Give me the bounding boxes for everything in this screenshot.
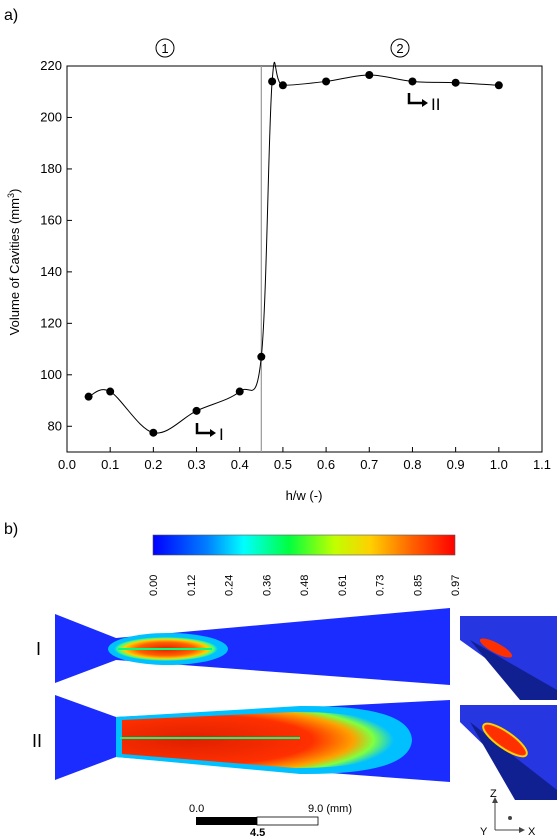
axes-triad: Z Y X bbox=[480, 788, 536, 838]
panel-label-a: a) bbox=[4, 7, 18, 24]
data-point bbox=[278, 81, 287, 90]
side-cavity-ii bbox=[482, 722, 528, 758]
data-point bbox=[257, 352, 266, 361]
contour-row-i: I bbox=[36, 608, 557, 700]
y-tick-label: 80 bbox=[48, 418, 62, 433]
y-tick-label: 120 bbox=[40, 315, 62, 330]
y-axis-ticks: 80 100 120 140 160 180 200 220 bbox=[40, 58, 72, 433]
x-tick-label: 0.6 bbox=[317, 457, 335, 472]
annotation-label-ii: II bbox=[431, 95, 440, 114]
x-tick-label: 0.7 bbox=[360, 457, 378, 472]
data-point bbox=[149, 428, 158, 437]
plot-frame bbox=[66, 65, 543, 453]
colorbar-tick-label: 0.85 bbox=[412, 575, 424, 596]
inlet-ii bbox=[55, 695, 116, 780]
data-point bbox=[192, 406, 201, 415]
annotation-arrowhead-i bbox=[210, 429, 216, 437]
region-1-circle bbox=[155, 38, 175, 58]
cavity-ii bbox=[122, 712, 394, 768]
data-point bbox=[84, 392, 93, 401]
x-tick-label: 0.5 bbox=[274, 457, 292, 472]
colorbar-tick-label: 0.24 bbox=[224, 575, 236, 596]
colorbar-tick-label: 0.36 bbox=[261, 575, 273, 596]
triad-y-label: Y bbox=[480, 826, 488, 838]
y-tick-label: 140 bbox=[40, 264, 62, 279]
x-axis-ticks: 0.0 0.1 0.2 0.3 0.4 0.5 0.6 0.7 0.8 0.9 1.0 1.1 bbox=[58, 447, 551, 472]
data-point bbox=[106, 387, 115, 396]
data-point bbox=[494, 81, 503, 90]
colorbar-gradient bbox=[152, 534, 456, 556]
row-label-ii: II bbox=[32, 731, 42, 751]
data-point bbox=[322, 77, 331, 86]
colorbar-tick-label: 0.73 bbox=[375, 575, 387, 596]
data-points bbox=[84, 71, 503, 437]
region-2-circle bbox=[390, 38, 410, 58]
colorbar-tick-label: 0.00 bbox=[148, 575, 160, 596]
data-point bbox=[451, 78, 460, 87]
side-view-ii-shadow bbox=[470, 722, 557, 800]
triad-y-dot bbox=[508, 816, 512, 820]
scale-mid: 4.5 bbox=[250, 827, 265, 838]
x-tick-label: 0.3 bbox=[188, 457, 206, 472]
annotation-arrow-ii bbox=[407, 93, 422, 105]
x-tick-label: 0.0 bbox=[58, 457, 76, 472]
region-1-label: 1 bbox=[161, 41, 168, 56]
scale-black bbox=[196, 817, 257, 825]
triad-x-arrow bbox=[519, 827, 525, 833]
x-tick-label: 1.0 bbox=[490, 457, 508, 472]
annotation-label-i: I bbox=[219, 425, 224, 444]
scale-white bbox=[256, 816, 319, 826]
colorbar-tick-label: 0.61 bbox=[337, 575, 349, 596]
side-view-i-shadow bbox=[470, 640, 557, 700]
triad-z-label: Z bbox=[490, 788, 497, 800]
y-tick-label: 180 bbox=[40, 161, 62, 176]
colorbar-tick-label: 0.12 bbox=[186, 575, 198, 596]
x-tick-label: 0.1 bbox=[101, 457, 119, 472]
colorbar-tick-label: 0.48 bbox=[299, 575, 311, 596]
annotation-arrowhead-ii bbox=[422, 99, 428, 107]
x-tick-label: 0.8 bbox=[403, 457, 421, 472]
annotation-arrow-i bbox=[195, 423, 210, 435]
volume-chart: 0.0 0.1 0.2 0.3 0.4 0.5 0.6 0.7 0.8 0.9 1.0 1.1 80 1… bbox=[6, 38, 551, 503]
data-point bbox=[268, 77, 277, 86]
fit-curve bbox=[88, 62, 499, 434]
colorbar: 0.00 0.12 0.24 0.36 0.48 0.61 0.73 0.85 0.97 bbox=[148, 534, 462, 596]
row-label-i: I bbox=[36, 639, 41, 659]
x-axis-label: h/w (-) bbox=[286, 488, 323, 503]
x-tick-label: 0.4 bbox=[231, 457, 249, 472]
data-point bbox=[408, 77, 417, 86]
panel-label-b: b) bbox=[4, 521, 18, 538]
contour-row-ii: II bbox=[32, 695, 557, 800]
y-tick-label: 100 bbox=[40, 367, 62, 382]
scale-bar: 0.0 9.0 (mm) 4.5 bbox=[189, 803, 352, 838]
colorbar-ticks: 0.00 0.12 0.24 0.36 0.48 0.61 0.73 0.85 0.97 bbox=[148, 575, 462, 596]
colorbar-tick-label: 0.97 bbox=[450, 575, 462, 596]
channel-i bbox=[116, 608, 450, 685]
triad-z-arrow bbox=[492, 797, 498, 803]
data-point bbox=[365, 71, 374, 80]
data-point bbox=[235, 387, 244, 396]
region-2-label: 2 bbox=[396, 41, 403, 56]
inlet-i bbox=[55, 614, 116, 683]
x-tick-label: 0.9 bbox=[447, 457, 465, 472]
y-tick-label: 160 bbox=[40, 212, 62, 227]
y-tick-label: 200 bbox=[40, 109, 62, 124]
triad-x-label: X bbox=[528, 826, 536, 838]
y-tick-label: 220 bbox=[40, 58, 62, 73]
scale-right: 9.0 (mm) bbox=[308, 803, 352, 815]
x-tick-label: 0.2 bbox=[144, 457, 162, 472]
y-axis-label: Volume of Cavities (mm3) bbox=[6, 189, 22, 336]
side-cavity-i bbox=[479, 638, 513, 658]
scale-left: 0.0 bbox=[189, 803, 204, 815]
x-tick-label: 1.1 bbox=[533, 457, 551, 472]
